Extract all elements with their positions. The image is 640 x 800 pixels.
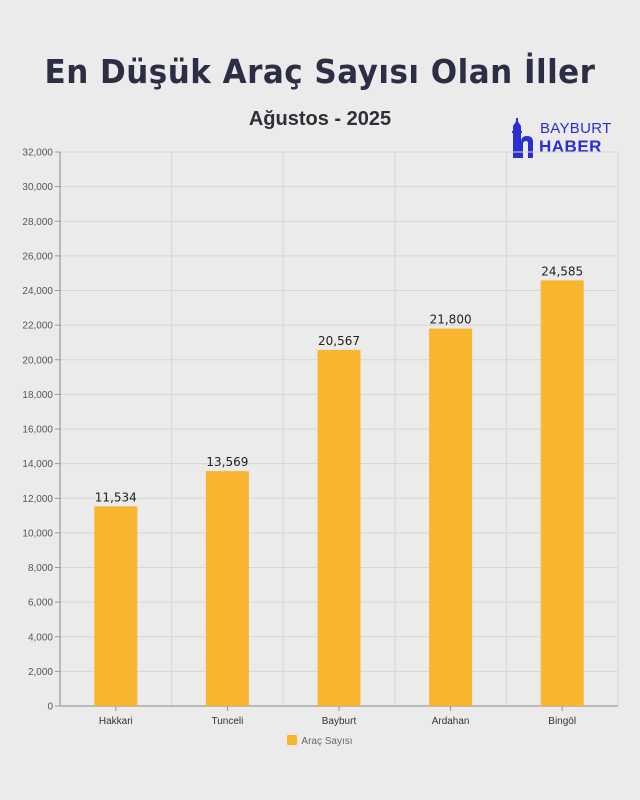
- bar-hakkari: [94, 506, 138, 706]
- y-tick-label: 10,000: [22, 528, 53, 539]
- data-label-ardahan: 21,800: [430, 313, 472, 327]
- y-tick-label: 26,000: [22, 251, 53, 262]
- y-tick-label: 0: [47, 702, 53, 713]
- data-label-hakkari: 11,534: [95, 490, 137, 504]
- y-tick-label: 8,000: [28, 563, 53, 574]
- data-label-tunceli: 13,569: [206, 455, 248, 469]
- legend[interactable]: Araç Sayısı: [0, 735, 640, 747]
- legend-label: Araç Sayısı: [301, 736, 353, 747]
- y-tick-label: 18,000: [22, 390, 53, 401]
- y-tick-label: 14,000: [22, 459, 53, 470]
- y-tick-label: 24,000: [22, 286, 53, 297]
- logo-text-bayburt: BAYBURT: [540, 120, 612, 137]
- data-label-bingöl: 24,585: [541, 264, 583, 278]
- x-tick-label-bingöl: Bingöl: [548, 716, 576, 727]
- bar-tunceli: [205, 471, 249, 706]
- legend-swatch: [287, 735, 298, 745]
- y-tick-label: 12,000: [22, 494, 53, 505]
- labels: 0 2,000 4,000 6,000 8,000 10,000 12,000 14,000 1…: [22, 148, 583, 728]
- chart-subtitle: Ağustos - 2025: [248, 108, 392, 130]
- y-tick-label: 4,000: [28, 632, 53, 643]
- y-tick-label: 20,000: [22, 355, 53, 366]
- data-label-bayburt: 20,567: [318, 334, 360, 348]
- logo-text-haber: HABER: [539, 137, 602, 156]
- x-tick-label-tunceli: Tunceli: [211, 716, 243, 727]
- x-tick-label-bayburt: Bayburt: [322, 716, 357, 727]
- y-tick-label: 28,000: [22, 217, 53, 228]
- chart-title: En Düşük Araç Sayısı Olan İller: [44, 52, 596, 91]
- bar-bayburt: [317, 349, 361, 706]
- y-tick-label: 6,000: [28, 598, 53, 609]
- y-tick-label: 30,000: [22, 182, 53, 193]
- y-tick-label: 2,000: [28, 667, 53, 678]
- y-tick-label: 16,000: [22, 425, 53, 436]
- y-tick-label: 32,000: [22, 148, 53, 159]
- bars: [94, 280, 584, 706]
- bar-bingöl: [540, 280, 584, 706]
- x-tick-label-ardahan: Ardahan: [432, 716, 470, 727]
- site-logo[interactable]: BAYBURT HABER: [510, 116, 620, 162]
- bar-ardahan: [429, 328, 473, 706]
- y-tick-label: 22,000: [22, 321, 53, 332]
- x-tick-label-hakkari: Hakkari: [99, 716, 133, 727]
